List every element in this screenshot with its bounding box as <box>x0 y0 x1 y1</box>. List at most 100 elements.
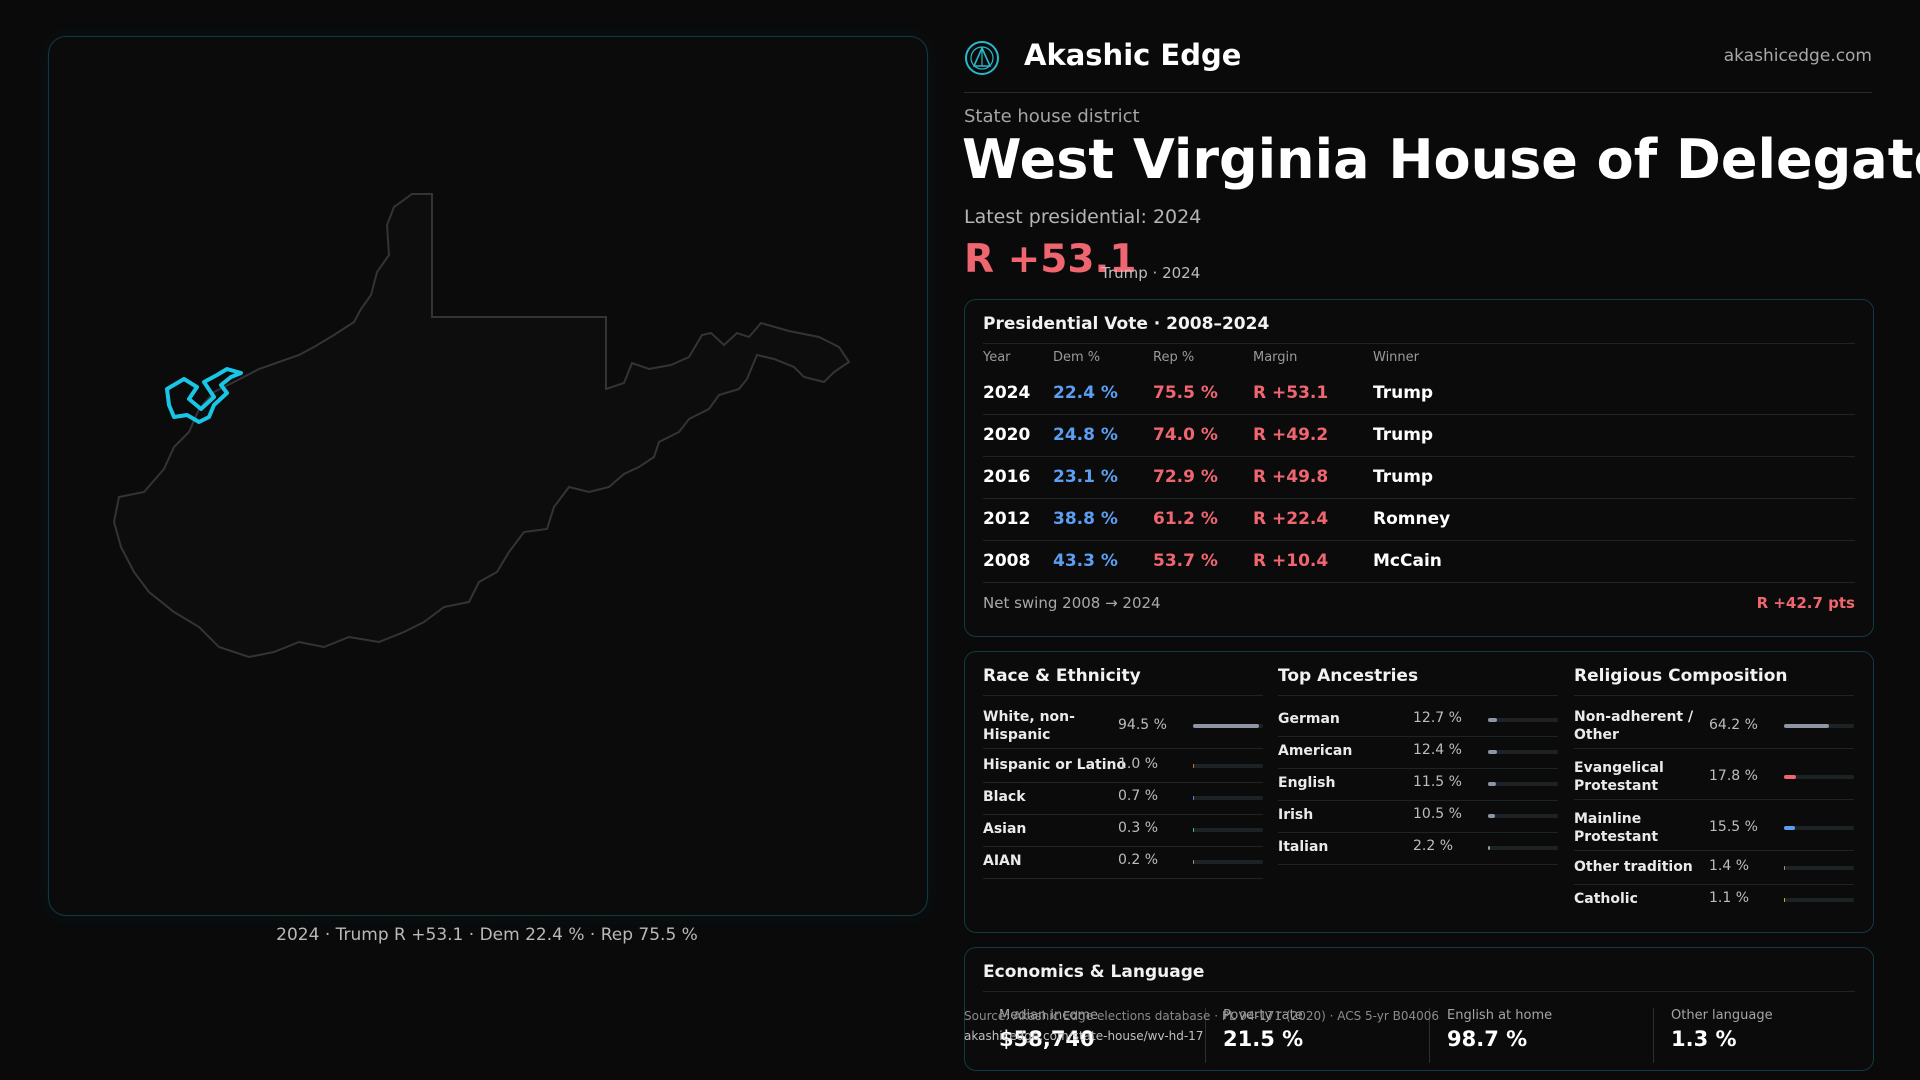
rep-cell: 75.5 % <box>1153 383 1218 403</box>
net-swing: Net swing 2008 → 2024 R +42.7 pts <box>983 594 1855 612</box>
presidential-title: Presidential Vote · 2008–2024 <box>983 314 1270 334</box>
ancestry-title: Top Ancestries <box>1278 666 1419 686</box>
list-item: Mainline Protestant 15.5 % <box>1574 806 1854 851</box>
race-label: White, non-Hispanic <box>983 709 1075 743</box>
winner-cell: McCain <box>1373 551 1442 571</box>
dem-cell: 43.3 % <box>1053 551 1118 571</box>
religion-bar <box>1784 898 1854 902</box>
rep-cell: 74.0 % <box>1153 425 1218 445</box>
net-swing-value: R +42.7 pts <box>1756 594 1855 612</box>
latest-presidential-label: Latest presidential: 2024 <box>964 206 1202 228</box>
race-value: 0.3 % <box>1118 820 1159 836</box>
demographics-panel: Race & Ethnicity White, non-Hispanic 94.… <box>964 651 1874 933</box>
religion-label: Mainline Protestant <box>1574 811 1659 845</box>
economics-title: Economics & Language <box>983 962 1205 982</box>
religion-bar-fill <box>1784 775 1797 779</box>
district-kind: State house district <box>964 106 1140 127</box>
list-item: Asian 0.3 % <box>983 814 1263 847</box>
race-bar <box>1193 796 1263 800</box>
year-cell: 2008 <box>983 551 1031 571</box>
col-header-winner: Winner <box>1373 350 1420 365</box>
margin-cell: R +22.4 <box>1253 509 1329 529</box>
religion-bar-fill <box>1784 724 1829 728</box>
table-row: 2016 23.1 % 72.9 % R +49.8 Trump <box>983 456 1855 499</box>
ancestry-bar-fill <box>1488 718 1497 722</box>
race-bar <box>1193 724 1263 728</box>
religion-label: Evangelical Protestant <box>1574 760 1664 794</box>
year-cell: 2024 <box>983 383 1031 403</box>
economics-panel: Economics & Language Median income $58,7… <box>964 947 1874 1071</box>
brand-name[interactable]: Akashic Edge <box>1024 38 1242 72</box>
race-bar-fill <box>1193 724 1260 728</box>
akashic-edge-logo-icon[interactable] <box>964 40 1000 76</box>
list-item: Italian 2.2 % <box>1278 832 1558 865</box>
econ-stat: Other language 1.3 % <box>1671 1008 1773 1051</box>
ancestry-bar-fill <box>1488 814 1496 818</box>
ancestry-value: 12.4 % <box>1413 742 1462 758</box>
winner-cell: Trump <box>1373 425 1434 445</box>
table-row: 2024 22.4 % 75.5 % R +53.1 Trump <box>983 372 1855 415</box>
ancestry-bar-fill <box>1488 750 1497 754</box>
dem-cell: 22.4 % <box>1053 383 1118 403</box>
col-header-rep: Rep % <box>1153 350 1195 365</box>
race-bar-fill <box>1193 764 1194 768</box>
district-outline[interactable] <box>165 367 243 424</box>
religion-bar-fill <box>1784 826 1795 830</box>
econ-stat-label: English at home <box>1447 1008 1553 1023</box>
year-cell: 2012 <box>983 509 1031 529</box>
latest-margin: R +53.1 <box>964 237 1137 282</box>
ancestry-value: 2.2 % <box>1413 838 1454 854</box>
col-header-year: Year <box>983 350 1011 365</box>
religion-label: Catholic <box>1574 891 1638 907</box>
religion-bar-fill <box>1784 866 1785 870</box>
race-bar-fill <box>1193 860 1194 864</box>
ancestry-bar <box>1488 782 1558 786</box>
ancestry-bar-fill <box>1488 782 1497 786</box>
table-row: 2008 43.3 % 53.7 % R +10.4 McCain <box>983 540 1855 583</box>
margin-cell: R +49.2 <box>1253 425 1329 445</box>
race-bar-fill <box>1193 796 1194 800</box>
table-row: 2012 38.8 % 61.2 % R +22.4 Romney <box>983 498 1855 541</box>
race-bar <box>1193 764 1263 768</box>
ancestry-label: German <box>1278 711 1340 727</box>
col-header-margin: Margin <box>1253 350 1298 365</box>
margin-cell: R +10.4 <box>1253 551 1329 571</box>
religion-value: 17.8 % <box>1709 768 1758 784</box>
list-item: Other tradition 1.4 % <box>1574 852 1854 885</box>
religion-value: 1.4 % <box>1709 858 1750 874</box>
winner-cell: Trump <box>1373 467 1434 487</box>
year-cell: 2020 <box>983 425 1031 445</box>
ancestry-label: Italian <box>1278 839 1329 855</box>
list-item: AIAN 0.2 % <box>983 846 1263 879</box>
year-cell: 2016 <box>983 467 1031 487</box>
rep-cell: 53.7 % <box>1153 551 1218 571</box>
dem-cell: 24.8 % <box>1053 425 1118 445</box>
district-map[interactable] <box>48 36 928 916</box>
list-item: American 12.4 % <box>1278 736 1558 769</box>
presidential-vote-panel: Presidential Vote · 2008–2024 Year Dem %… <box>964 299 1874 637</box>
ancestry-bar <box>1488 814 1558 818</box>
source-link[interactable]: akashicedge.com/state-house/wv-hd-17 <box>964 1029 1204 1043</box>
econ-stat-value: 21.5 % <box>1223 1027 1304 1051</box>
religion-value: 64.2 % <box>1709 717 1758 733</box>
list-item: Hispanic or Latino 1.0 % <box>983 750 1263 783</box>
list-item: English 11.5 % <box>1278 768 1558 801</box>
map-caption: 2024 · Trump R +53.1 · Dem 22.4 % · Rep … <box>276 925 698 945</box>
race-value: 94.5 % <box>1118 717 1167 733</box>
race-value: 0.7 % <box>1118 788 1159 804</box>
margin-cell: R +49.8 <box>1253 467 1329 487</box>
net-swing-label: Net swing 2008 → 2024 <box>983 594 1161 612</box>
brand-url[interactable]: akashicedge.com <box>1723 46 1872 66</box>
margin-cell: R +53.1 <box>1253 383 1329 403</box>
religious-composition-column: Religious Composition Non-adherent / Oth… <box>1574 652 1854 932</box>
econ-stat-value: 98.7 % <box>1447 1027 1528 1051</box>
list-item: Catholic 1.1 % <box>1574 884 1854 916</box>
col-header-dem: Dem % <box>1053 350 1101 365</box>
ancestry-value: 12.7 % <box>1413 710 1462 726</box>
race-label: AIAN <box>983 853 1022 869</box>
econ-stat-value: 1.3 % <box>1671 1027 1737 1051</box>
ancestry-value: 10.5 % <box>1413 806 1462 822</box>
religion-bar <box>1784 724 1854 728</box>
race-value: 1.0 % <box>1118 756 1159 772</box>
religion-bar <box>1784 866 1854 870</box>
